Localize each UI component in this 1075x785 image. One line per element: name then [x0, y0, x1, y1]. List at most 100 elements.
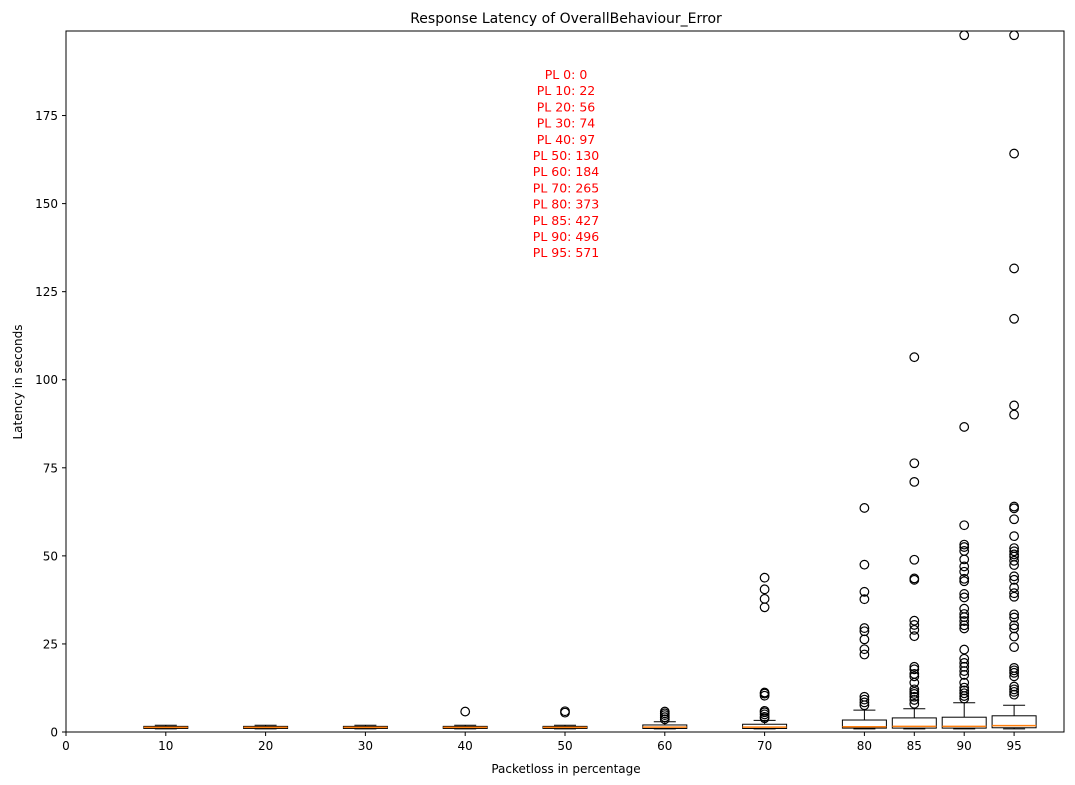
- outlier-point: [959, 539, 970, 550]
- outlier-point: [1009, 574, 1019, 585]
- outlier-point: [959, 616, 970, 626]
- outlier-point: [1009, 609, 1019, 620]
- outlier-point: [1009, 665, 1019, 676]
- outlier-point: [959, 542, 970, 552]
- y-tick-label: 75: [43, 461, 58, 475]
- outlier-point: [959, 566, 970, 577]
- y-tick-label: 175: [35, 109, 58, 123]
- outlier-point: [909, 661, 920, 672]
- outlier-point: [959, 546, 970, 556]
- x-tick-label: 80: [857, 739, 872, 753]
- outlier-point: [759, 584, 770, 595]
- outlier-point: [1009, 684, 1019, 695]
- outlier-point: [1009, 546, 1019, 557]
- iqr-box: [891, 717, 937, 729]
- outlier-point: [759, 593, 770, 604]
- outlier-point: [1009, 642, 1019, 653]
- outlier-point: [859, 694, 870, 705]
- annotation-line: PL 80: 373: [533, 197, 599, 212]
- x-tick-label: 20: [258, 739, 273, 753]
- y-tick-label: 150: [35, 197, 58, 211]
- annotation-line: PL 60: 184: [533, 164, 599, 179]
- outlier-point: [959, 685, 970, 696]
- outlier-point: [959, 677, 970, 688]
- x-tick-label: 70: [757, 739, 772, 753]
- outlier-point: [909, 684, 920, 695]
- x-tick-label: 50: [557, 739, 572, 753]
- x-tick-label: 90: [957, 739, 972, 753]
- outlier-point: [759, 711, 770, 722]
- outlier-point: [1009, 263, 1019, 274]
- y-axis-label: Latency in seconds: [11, 324, 25, 439]
- outlier-point: [659, 706, 670, 717]
- annotation-line: PL 85: 427: [533, 213, 599, 228]
- annotation-line: PL 40: 97: [537, 132, 595, 147]
- outlier-point: [909, 698, 920, 709]
- outlier-point: [959, 561, 970, 572]
- outlier-point: [959, 644, 970, 655]
- outlier-point: [959, 603, 970, 614]
- outlier-point: [859, 691, 870, 702]
- outlier-point: [909, 664, 920, 675]
- outlier-point: [909, 631, 920, 642]
- outlier-point: [1009, 555, 1019, 566]
- y-tick-label: 50: [43, 549, 58, 563]
- outlier-point: [909, 671, 920, 682]
- outlier-point: [959, 592, 970, 603]
- outlier-point: [759, 572, 770, 583]
- annotation-line: PL 30: 74: [537, 116, 596, 131]
- outlier-point: [759, 687, 770, 698]
- outlier-point: [909, 352, 920, 363]
- outlier-point: [909, 668, 920, 679]
- outlier-point: [1009, 543, 1019, 554]
- x-tick-label: 10: [158, 739, 173, 753]
- outlier-point: [909, 573, 920, 584]
- annotation-line: PL 90: 496: [533, 229, 599, 244]
- outlier-point: [959, 589, 970, 599]
- y-tick-label: 25: [43, 637, 58, 651]
- outlier-point: [1009, 501, 1019, 512]
- annotation-line: PL 70: 265: [533, 180, 599, 195]
- outlier-point: [859, 697, 870, 708]
- iqr-box: [991, 715, 1037, 729]
- outlier-point: [959, 623, 970, 634]
- outlier-point: [1009, 681, 1019, 692]
- iqr-box: [841, 719, 887, 729]
- outlier-point: [959, 422, 970, 432]
- outlier-point: [560, 706, 570, 717]
- outlier-point: [959, 576, 970, 587]
- outlier-point: [909, 691, 920, 702]
- y-tick-label: 100: [35, 373, 58, 387]
- outlier-point: [1009, 514, 1019, 525]
- plot-area: 0 10 20 30 40 50 60 70 80 85 90 95 0 25 50 75 100 125 150 1…: [35, 30, 1065, 753]
- outlier-point: [1009, 667, 1019, 678]
- outlier-point: [859, 559, 870, 570]
- outlier-point: [959, 682, 970, 693]
- outlier-point: [1009, 623, 1019, 634]
- outlier-point: [859, 644, 870, 655]
- outlier-point: [909, 554, 920, 565]
- outlier-point: [909, 615, 920, 626]
- outlier-point: [1009, 588, 1019, 599]
- outlier-point: [460, 706, 471, 717]
- outlier-point: [1009, 571, 1019, 582]
- outlier-point: [959, 520, 970, 531]
- x-tick-label: 95: [1006, 739, 1021, 753]
- outlier-point: [1009, 620, 1019, 631]
- outlier-point: [1009, 549, 1019, 560]
- outlier-point: [1009, 582, 1019, 593]
- x-tick-label: 40: [458, 739, 473, 753]
- annotation-line: PL 50: 130: [533, 148, 599, 163]
- outlier-point: [1009, 662, 1019, 673]
- outlier-point: [859, 649, 870, 660]
- outlier-point: [1009, 313, 1019, 324]
- x-axis-label: Packetloss in percentage: [491, 762, 640, 776]
- annotation-line: PL 0: 0: [545, 67, 588, 82]
- annotation-line: PL 20: 56: [537, 99, 596, 114]
- outlier-point: [1009, 686, 1019, 697]
- outlier-point: [959, 609, 970, 619]
- annotation-line: PL 10: 22: [537, 83, 595, 98]
- outlier-point: [859, 623, 870, 633]
